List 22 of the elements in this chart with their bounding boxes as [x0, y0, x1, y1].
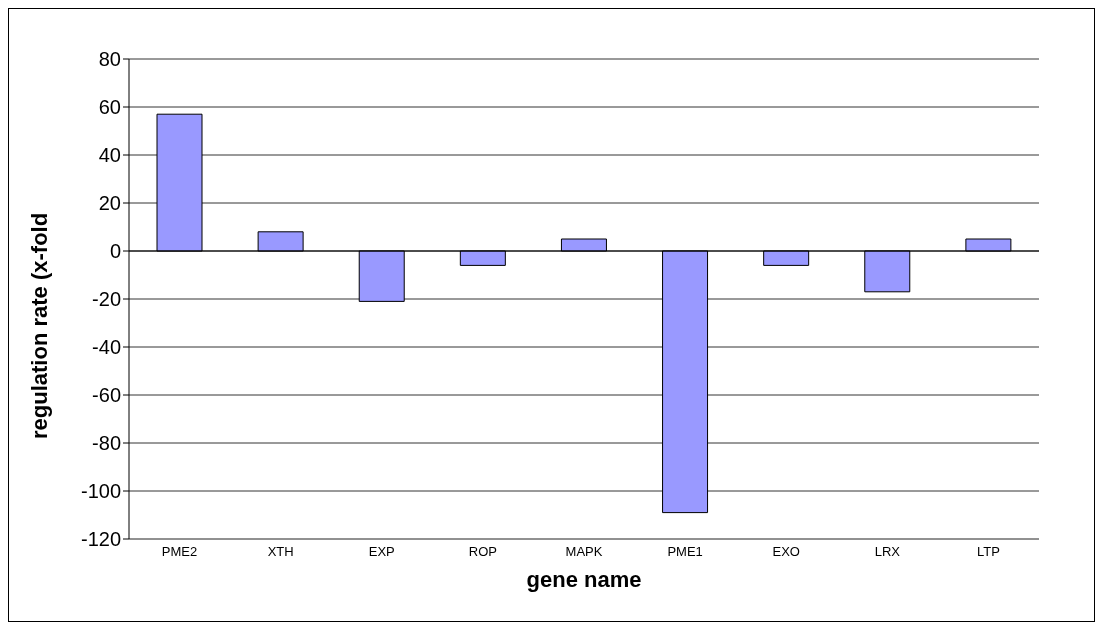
- x-tick-label: EXO: [772, 544, 800, 560]
- y-tick-label: -60: [92, 384, 121, 407]
- x-tick-label: ROP: [468, 544, 497, 560]
- x-tick-label: XTH: [267, 544, 294, 560]
- x-tick-label: LTP: [977, 544, 1000, 560]
- x-tick-label: PME2: [161, 544, 198, 560]
- y-tick-label: -20: [92, 288, 121, 311]
- y-tick-label: -40: [92, 336, 121, 359]
- x-tick-label: PME1: [667, 544, 703, 560]
- y-tick-label: -80: [92, 432, 121, 455]
- y-tick-label: 0: [109, 240, 121, 263]
- y-tick-label: 60: [98, 96, 121, 119]
- y-tick-label: -120: [80, 528, 121, 551]
- y-tick-label: 40: [98, 144, 121, 167]
- y-tick-label: 20: [98, 192, 121, 215]
- y-axis-title: regulation rate (x-fold: [26, 212, 52, 439]
- y-tick-label: 80: [98, 48, 121, 71]
- x-axis-title: gene name: [526, 567, 642, 592]
- y-tick-label: -100: [80, 480, 121, 503]
- x-tick-label: EXP: [368, 544, 395, 560]
- x-tick-label: MAPK: [565, 544, 603, 560]
- x-tick-label: LRX: [874, 544, 901, 560]
